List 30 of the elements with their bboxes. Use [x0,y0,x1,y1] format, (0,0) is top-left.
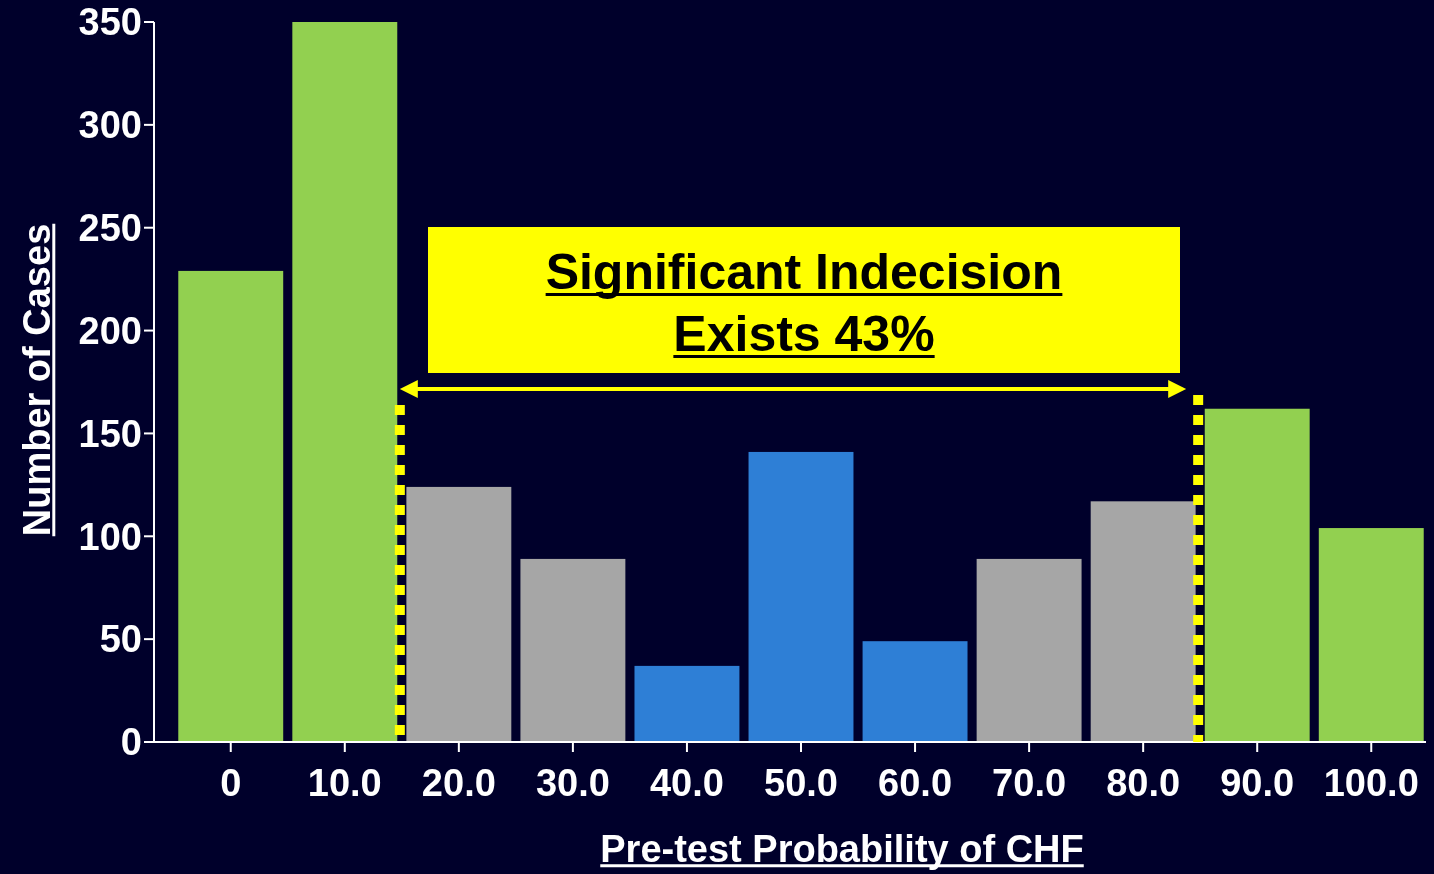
y-tick-label: 100 [78,515,142,558]
y-tick-label: 0 [120,721,142,764]
bar [862,641,968,742]
x-axis-title: Pre-test Probability of CHF [600,828,1084,870]
y-tick-label: 300 [78,104,142,147]
x-tick-label: 60.0 [878,762,953,804]
x-tick-label: 20.0 [421,762,496,804]
bar [520,558,626,742]
bar [1318,528,1424,742]
y-tick-label: 150 [78,412,142,455]
x-tick-label: 0 [220,762,242,804]
x-tick-label: 70.0 [992,762,1067,804]
y-tick-label: 50 [99,618,142,661]
y-tick-label: 350 [78,1,142,44]
y-tick-label: 250 [78,207,142,250]
y-tick-label: 200 [78,309,142,352]
bar [634,665,740,742]
x-tick-label: 30.0 [535,762,610,804]
x-tick-label: 90.0 [1220,762,1295,804]
bar [178,270,284,742]
annotation: Significant Indecision Exists 43% [545,244,1063,362]
x-tick-label: 100.0 [1323,762,1419,804]
bar [976,558,1082,742]
x-tick-label: 80.0 [1106,762,1181,804]
bar [748,451,854,742]
x-tick-label: 50.0 [764,762,838,804]
x-tick-label: 10.0 [307,762,382,804]
y-axis-title: Number of Cases [16,223,58,537]
bar [292,22,398,742]
x-tick-label: 40.0 [649,762,724,804]
